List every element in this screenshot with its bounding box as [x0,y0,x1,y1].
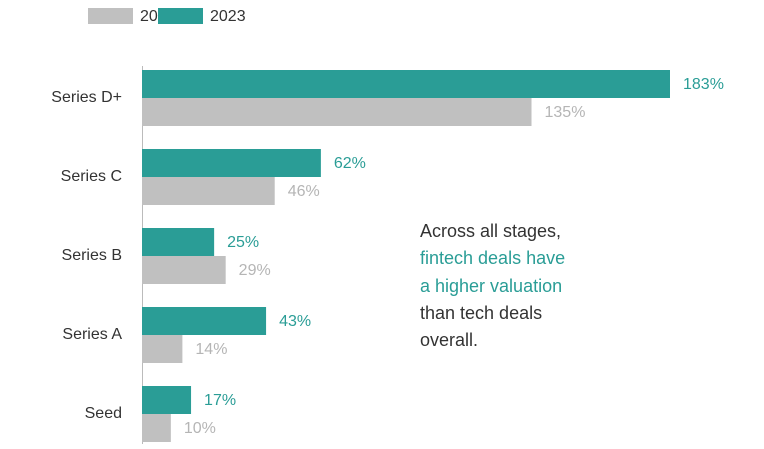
value-label: 46% [288,183,320,200]
legend-label: 2023 [210,8,246,25]
value-label: 25% [227,234,259,251]
value-label: 29% [239,262,271,279]
value-label: 43% [279,313,311,330]
category-label: Series C [61,168,122,185]
value-label: 17% [204,392,236,409]
bar [142,70,670,98]
legend-swatch [158,8,203,24]
value-label: 14% [195,341,227,358]
bar [142,98,532,126]
annotation: a higher valuation [420,276,562,296]
annotation: fintech deals have [420,248,565,268]
category-label: Series A [62,326,122,343]
annotation: overall. [420,330,478,350]
bar [142,335,183,363]
bar [142,414,171,442]
category-label: Series B [62,247,122,264]
bar [142,228,215,256]
value-label: 62% [334,155,366,172]
bar [142,386,192,414]
annotation: Across all stages, [420,221,561,241]
category-label: Seed [85,405,122,422]
value-label: 10% [184,420,216,437]
bar [142,149,321,177]
category-label: Series D+ [51,89,122,106]
bar [142,177,275,205]
legend-swatch [88,8,133,24]
annotation: than tech deals [420,303,542,323]
value-label: 135% [545,104,586,121]
bar [142,256,226,284]
bar [142,307,267,335]
value-label: 183% [683,76,724,93]
